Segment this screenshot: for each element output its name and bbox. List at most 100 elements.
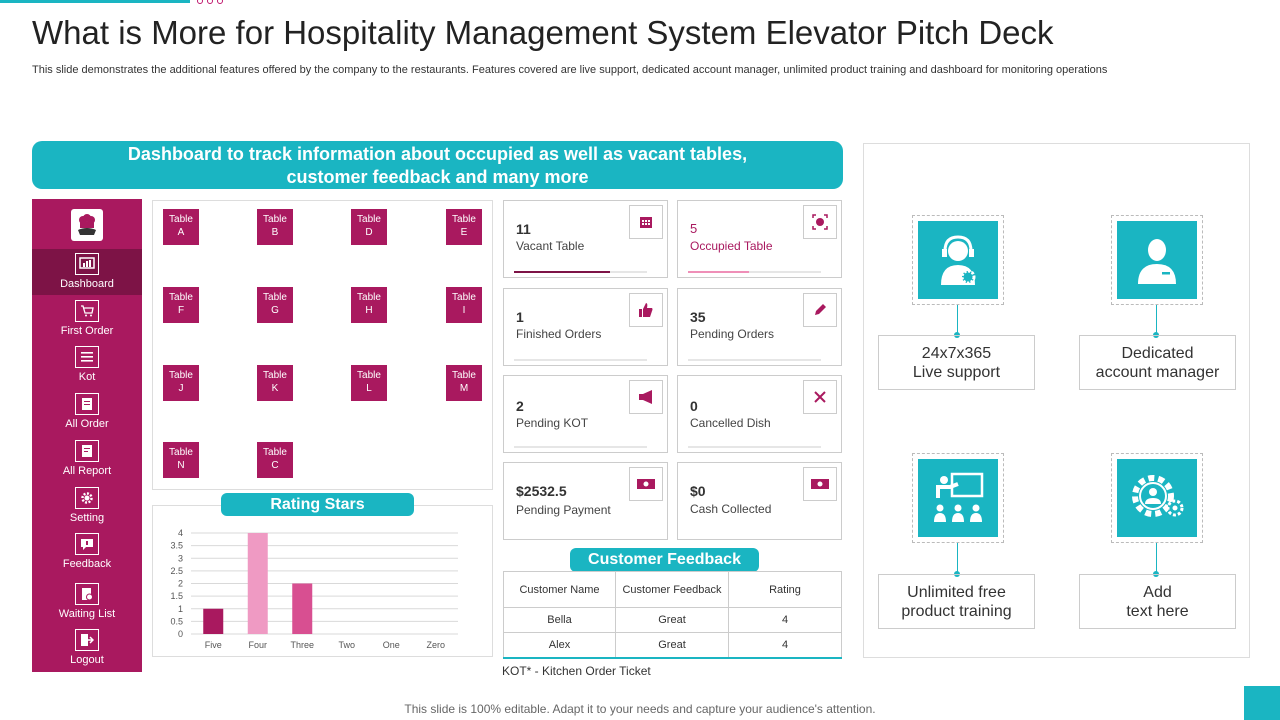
- stat-label: Pending Payment: [516, 503, 611, 517]
- calendar-icon: [629, 205, 663, 239]
- feature-connector: [1156, 305, 1157, 337]
- stat-card-pending-payment: $2532.5 Pending Payment: [503, 462, 668, 540]
- top-accent-bar: [0, 0, 190, 3]
- stat-progress-bar: [514, 271, 647, 273]
- y-tick-label: 0.5: [170, 616, 183, 626]
- x-tick-label: Three: [290, 640, 314, 650]
- stat-value: 5: [690, 221, 698, 236]
- target-icon: [803, 205, 837, 239]
- feature-connector: [957, 305, 958, 337]
- sidebar-item-logout[interactable]: Logout: [32, 625, 142, 671]
- table-header-row: Customer Name Customer Feedback Rating: [503, 571, 842, 608]
- sidebar-item-label: Waiting List: [58, 608, 116, 620]
- megaphone-icon: [629, 380, 663, 414]
- list-icon: [75, 346, 99, 368]
- stat-progress-fill: [688, 271, 750, 273]
- table-tile[interactable]: Table L: [351, 365, 387, 401]
- rating-panel: 4 3.5 3 2.5 2 1.5 1 0.5 0 Five Four Three Two One Zero: [152, 505, 493, 657]
- header-customer-feedback: Customer Feedback: [615, 571, 729, 608]
- stat-card-cash-collected: $0 Cash Collected: [677, 462, 842, 540]
- table-tile[interactable]: Table H: [351, 287, 387, 323]
- order-icon: [75, 393, 99, 415]
- feature-account-manager: Dedicated account manager: [1079, 335, 1236, 390]
- y-tick-label: 2.5: [170, 566, 183, 576]
- features-panel: 24x7x365 Live support Dedicated account ma…: [863, 143, 1250, 658]
- table-tile[interactable]: Table G: [257, 287, 293, 323]
- table-tile[interactable]: Table K: [257, 365, 293, 401]
- stat-card-occupied-table: 5 Occupied Table: [677, 200, 842, 278]
- stat-label: Pending Orders: [690, 327, 775, 341]
- feedback-icon: [75, 533, 99, 555]
- table-tile[interactable]: Table E: [446, 209, 482, 245]
- tables-panel: Table A Table B Table D Table E Table F Table…: [152, 200, 493, 490]
- feature-add-text: Add text here: [1079, 574, 1236, 629]
- sidebar-item-dashboard[interactable]: Dashboard: [32, 249, 142, 295]
- chef-logo-icon: [71, 209, 103, 241]
- sidebar-item-label: Setting: [69, 512, 105, 524]
- stat-card-pending-kot: 2 Pending KOT: [503, 375, 668, 453]
- logout-icon: [75, 629, 99, 651]
- cell-rating: 4: [728, 607, 842, 633]
- sidebar-item-waiting-list[interactable]: Waiting List: [32, 579, 142, 625]
- top-decoration-dots: [197, 0, 223, 4]
- report-icon: [75, 440, 99, 462]
- stat-label: Vacant Table: [516, 239, 585, 253]
- stat-divider: [688, 446, 821, 448]
- table-tile[interactable]: Table I: [446, 287, 482, 323]
- pencil-icon: [803, 293, 837, 327]
- training-icon: [918, 459, 998, 537]
- table-tile[interactable]: Table N: [163, 442, 199, 478]
- rating-bar: [292, 583, 313, 634]
- sidebar-item-label: Kot: [78, 371, 96, 383]
- table-tile[interactable]: Table F: [163, 287, 199, 323]
- stat-value: 11: [516, 221, 531, 237]
- feature-product-training: Unlimited free product training: [878, 574, 1035, 629]
- sidebar-item-label: Logout: [70, 654, 104, 666]
- feature-connector: [1156, 543, 1157, 575]
- cell-feedback: Great: [615, 632, 729, 658]
- x-tick-label: Zero: [426, 640, 445, 650]
- x-tick-label: Four: [248, 640, 267, 650]
- stat-value: 35: [690, 309, 706, 325]
- feature-connector: [957, 543, 958, 575]
- stat-label: Pending KOT: [516, 416, 589, 430]
- stat-card-pending-orders: 35 Pending Orders: [677, 288, 842, 366]
- stat-value: 0: [690, 398, 698, 414]
- stat-value: $0: [690, 483, 706, 499]
- feature-icon-frame: [1111, 453, 1203, 543]
- sidebar-item-kot[interactable]: Kot: [32, 342, 142, 388]
- sidebar-item-all-report[interactable]: All Report: [32, 436, 142, 482]
- support-agent-icon: [918, 221, 998, 299]
- sidebar-item-all-order[interactable]: All Order: [32, 389, 142, 435]
- money-icon: [629, 467, 663, 501]
- y-tick-label: 4: [178, 528, 183, 538]
- cell-feedback: Great: [615, 607, 729, 633]
- stat-label: Finished Orders: [516, 327, 602, 341]
- sidebar-item-label: First Order: [60, 325, 114, 337]
- cell-name: Bella: [503, 607, 616, 633]
- table-tile[interactable]: Table D: [351, 209, 387, 245]
- y-tick-label: 3.5: [170, 541, 183, 551]
- cart-icon: [75, 300, 99, 322]
- dashboard-icon: [75, 253, 99, 275]
- stat-label: Occupied Table: [690, 239, 773, 253]
- dashboard-banner: Dashboard to track information about occ…: [32, 141, 843, 189]
- stat-value: 1: [516, 309, 524, 325]
- header-rating: Rating: [728, 571, 842, 608]
- waiting-list-icon: [75, 583, 99, 605]
- sidebar-item-label: Dashboard: [60, 278, 114, 290]
- feature-icon-frame: [1111, 215, 1203, 305]
- table-tile[interactable]: Table C: [257, 442, 293, 478]
- x-tick-label: Five: [205, 640, 222, 650]
- table-tile[interactable]: Table J: [163, 365, 199, 401]
- table-tile[interactable]: Table M: [446, 365, 482, 401]
- sidebar-item-feedback[interactable]: Feedback: [32, 529, 142, 575]
- customer-feedback-title: Customer Feedback: [570, 548, 759, 572]
- sidebar-item-first-order[interactable]: First Order: [32, 296, 142, 342]
- slide-title: What is More for Hospitality Management …: [32, 14, 1054, 51]
- table-row: Alex Great 4: [503, 632, 842, 658]
- table-tile[interactable]: Table B: [257, 209, 293, 245]
- stat-divider: [688, 359, 821, 361]
- sidebar-item-setting[interactable]: Setting: [32, 483, 142, 529]
- table-tile[interactable]: Table A: [163, 209, 199, 245]
